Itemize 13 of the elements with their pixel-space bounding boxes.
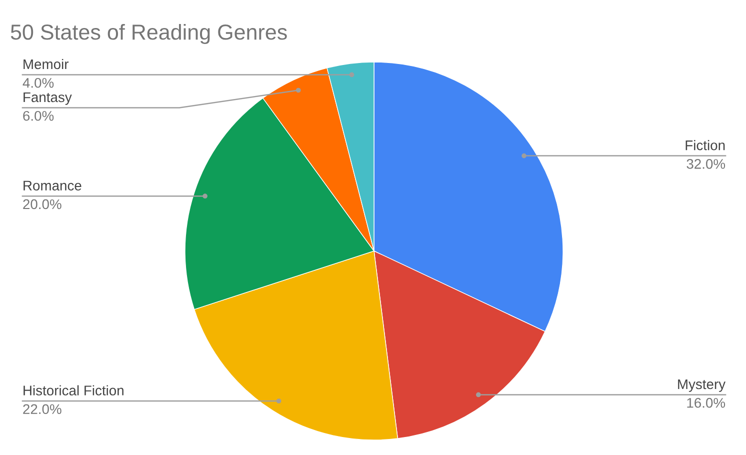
slice-label: Historical Fiction [24, 385, 124, 396]
data-label: 16.0% [687, 398, 726, 408]
slice-label: Romance [24, 180, 82, 191]
data-label: 32.0% [686, 159, 726, 169]
chart-title: 50 States of Reading Genres [10, 24, 287, 44]
data-label: 4.0% [22, 78, 54, 88]
slice-label: Memoir [24, 58, 69, 70]
data-label: 22.0% [23, 404, 62, 414]
slice-label: Fantasy [24, 92, 72, 105]
data-label: 20.0% [23, 199, 62, 210]
data-label: 6.0% [23, 110, 54, 121]
slice-label: Mystery [678, 379, 726, 392]
slice-label: Fiction [686, 140, 725, 150]
